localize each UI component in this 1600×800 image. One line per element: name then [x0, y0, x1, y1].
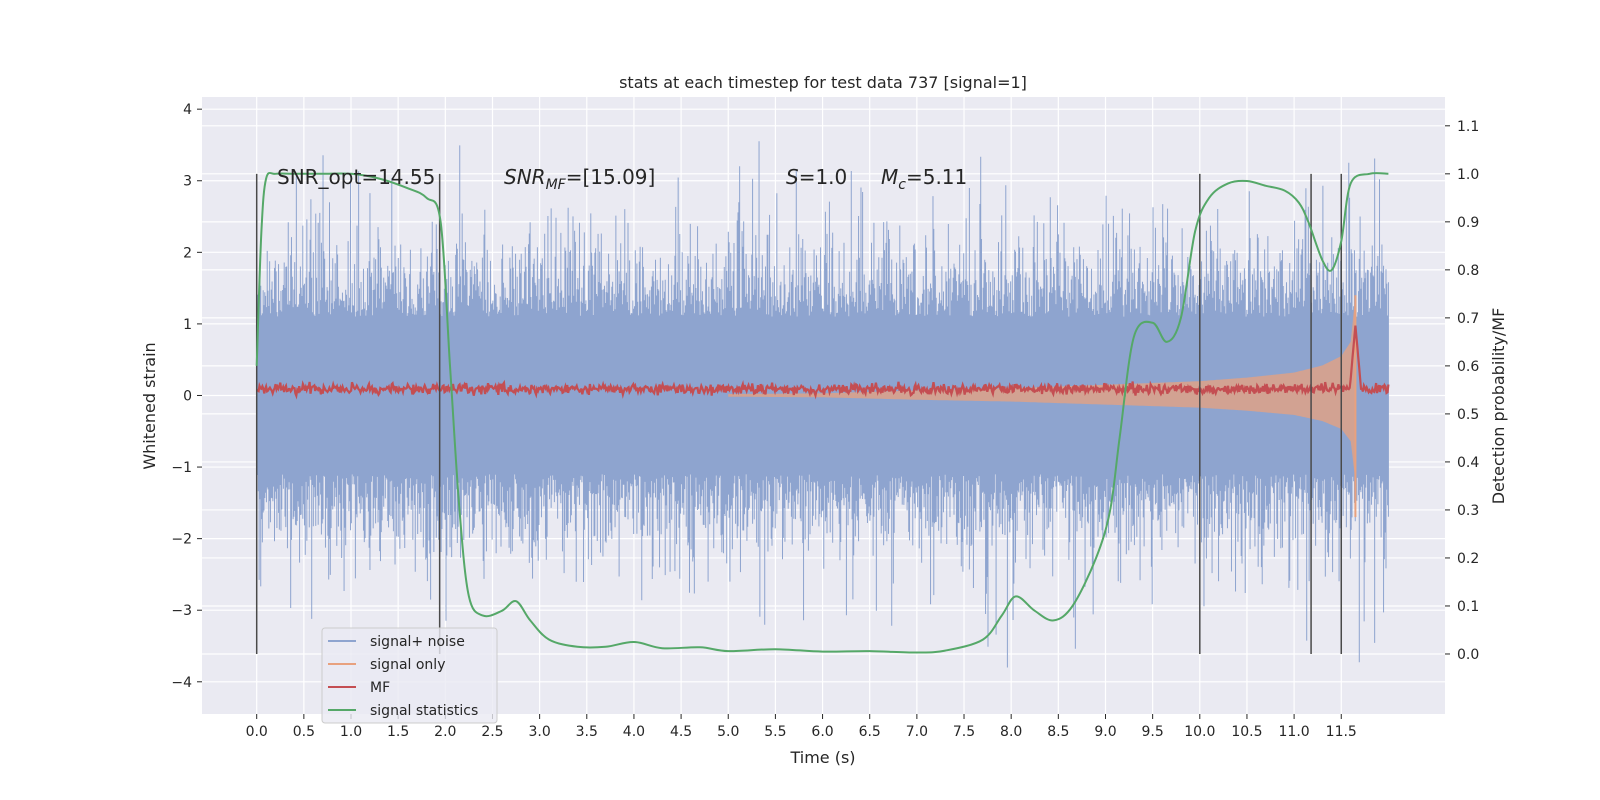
y-tick-label: 2 [183, 245, 192, 261]
y-tick-label: 3 [183, 174, 192, 190]
legend-label-signal-statistics: signal statistics [370, 703, 478, 719]
x-tick-label: 7.0 [906, 724, 928, 740]
snr-mf-value: =[15.09] [566, 165, 656, 189]
right-y-tick-label: 0.7 [1457, 311, 1479, 327]
x-tick-label: 0.0 [246, 724, 268, 740]
x-tick-label: 10.5 [1231, 724, 1262, 740]
x-tick-label: 6.5 [859, 724, 881, 740]
x-tick-label: 11.5 [1326, 724, 1357, 740]
x-tick-label: 9.5 [1142, 724, 1164, 740]
x-tick-label: 8.5 [1047, 724, 1069, 740]
chart-title: stats at each timestep for test data 737… [619, 73, 1027, 92]
right-y-tick-label: 1.1 [1457, 119, 1479, 135]
legend-label-signal-noise: signal+ noise [370, 634, 465, 650]
y-tick-label: 0 [183, 388, 192, 404]
x-tick-label: 9.0 [1094, 724, 1116, 740]
vertical-marker-lines [255, 173, 1343, 654]
x-tick-label: 4.0 [623, 724, 645, 740]
x-tick-label: 3.5 [576, 724, 598, 740]
x-tick-label: 3.0 [528, 724, 550, 740]
x-tick-label: 2.5 [481, 724, 503, 740]
mc-value: =5.11 [906, 165, 967, 189]
y-tick-label: −3 [171, 603, 192, 619]
snr-opt-annotation: SNR_opt=14.55 [277, 165, 435, 189]
right-y-tick-label: 1.0 [1457, 167, 1479, 183]
x-tick-label: 5.0 [717, 724, 739, 740]
right-y-tick-label: 0.2 [1457, 551, 1479, 567]
right-y-tick-label: 0.9 [1457, 215, 1479, 231]
right-y-tick-label: 0.1 [1457, 599, 1479, 615]
y-tick-labels: −4 −3 −2 −1 0 1 2 3 4 [171, 102, 202, 691]
right-y-tick-label: 0.4 [1457, 455, 1479, 471]
legend: signal+ noise signal only MF signal stat… [321, 627, 498, 724]
x-tick-label: 10.0 [1184, 724, 1215, 740]
y-tick-label: 4 [183, 102, 192, 118]
s-symbol: S [786, 165, 799, 189]
signal-statistics-series [255, 171, 1389, 654]
legend-label-mf: MF [370, 680, 390, 696]
right-y-tick-label: 0.6 [1457, 359, 1479, 375]
s-value: =1.0 [799, 165, 848, 189]
x-tick-label: 2.0 [434, 724, 456, 740]
x-tick-label: 0.5 [293, 724, 315, 740]
x-tick-label: 7.5 [953, 724, 975, 740]
snr-mf-subscript: MF [546, 177, 567, 193]
x-tick-label: 5.5 [764, 724, 786, 740]
right-y-axis-label: Detection probability/MF [1489, 308, 1508, 505]
x-tick-label: 1.5 [387, 724, 409, 740]
s-annotation: S=1.0 [786, 165, 847, 189]
mc-subscript: c [898, 177, 906, 193]
y-tick-label: 1 [183, 317, 192, 333]
x-tick-label: 6.0 [811, 724, 833, 740]
x-tick-label: 8.0 [1000, 724, 1022, 740]
right-y-tick-label: 0.3 [1457, 503, 1479, 519]
signal-statistics-curve [255, 171, 1389, 654]
x-axis-label: Time (s) [789, 748, 855, 767]
legend-box [321, 627, 498, 724]
right-y-tick-label: 0.0 [1457, 647, 1479, 663]
y-tick-label: −1 [171, 460, 192, 476]
y-tick-label: −2 [171, 532, 192, 548]
right-y-tick-label: 0.5 [1457, 407, 1479, 423]
x-tick-label: 1.0 [340, 724, 362, 740]
mc-annotation: Mc=5.11 [881, 165, 967, 193]
x-tick-label: 4.5 [670, 724, 692, 740]
right-y-tick-labels: 0.0 0.1 0.2 0.3 0.4 0.5 0.6 0.7 0.8 0.9 1.0 1.1 [1445, 119, 1479, 663]
legend-label-signal-only: signal only [370, 657, 445, 673]
x-tick-label: 11.0 [1279, 724, 1310, 740]
y-axis-label: Whitened strain [140, 342, 159, 469]
y-tick-label: −4 [171, 675, 192, 691]
right-y-tick-label: 0.8 [1457, 263, 1479, 279]
mc-symbol: M [881, 165, 898, 189]
x-tick-labels: 0.0 0.5 1.0 1.5 2.0 2.5 3.0 3.5 4.0 4.5 5.0 5.5 6.0 6… [246, 714, 1357, 740]
snr-mf-symbol: SNR [504, 165, 546, 189]
snr-mf-annotation: SNRMF=[15.09] [504, 165, 655, 193]
